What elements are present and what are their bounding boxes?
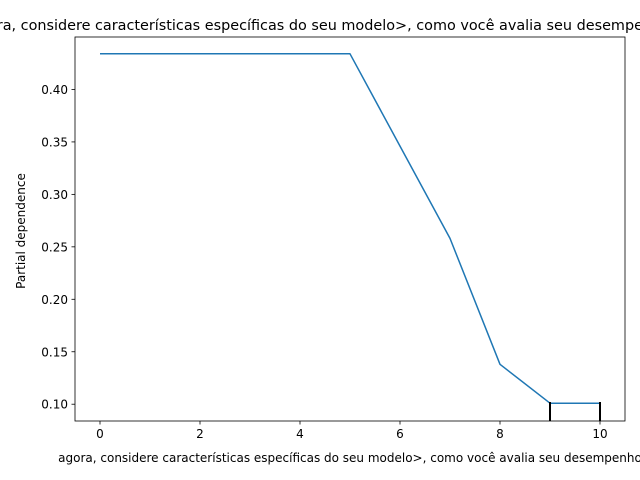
chart-title: agora, considere características específ… (0, 18, 640, 34)
y-tick-label: 0.20 (41, 293, 68, 307)
axes-frame (74, 36, 626, 422)
y-tick-label: 0.30 (41, 188, 68, 202)
x-tick-label: 2 (196, 427, 204, 441)
x-tick-label: 8 (496, 427, 504, 441)
pd-series-line (100, 53, 600, 404)
x-tick-label: 4 (296, 427, 304, 441)
y-tick-label: 0.40 (41, 83, 68, 97)
plot-area: 0 2 4 6 8 10 0.10 0.15 0.20 0.25 0.30 0.35 0.40 (41, 36, 626, 441)
x-tick-label: 0 (96, 427, 104, 441)
y-tick-label: 0.15 (41, 345, 68, 359)
x-axis-label: agora, considere características específ… (58, 451, 640, 465)
y-tick-label: 0.10 (41, 398, 68, 412)
y-tick-label: 0.25 (41, 240, 68, 254)
x-tick-label: 10 (592, 427, 607, 441)
y-axis-label: Partial dependence (14, 173, 28, 289)
x-tick-label: 6 (396, 427, 404, 441)
y-tick-label: 0.35 (41, 135, 68, 149)
